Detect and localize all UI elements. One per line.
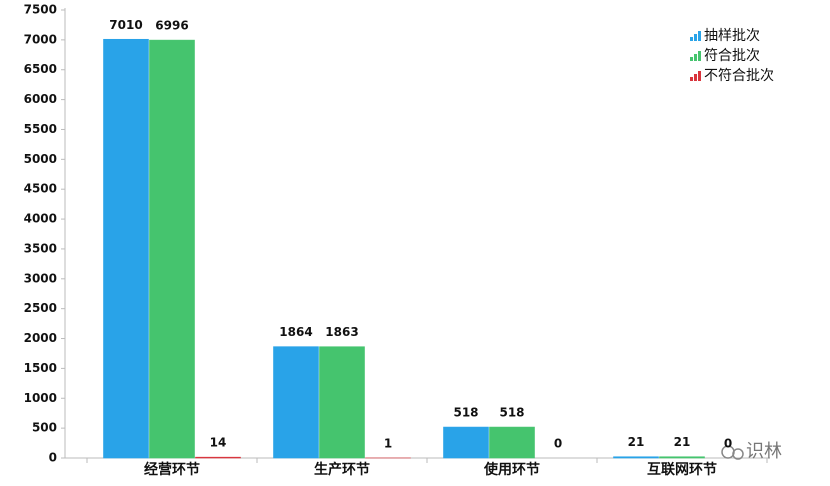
value-label: 518: [499, 406, 524, 420]
y-tick-label: 6500: [24, 62, 57, 76]
y-tick-label: 1000: [24, 391, 57, 405]
value-label: 1863: [325, 325, 358, 339]
y-tick-label: 3000: [24, 271, 57, 285]
legend-label: 抽样批次: [704, 28, 760, 44]
bar: [273, 346, 319, 459]
value-label: 0: [724, 437, 732, 451]
bar: [319, 346, 365, 459]
y-tick-label: 6000: [24, 92, 57, 106]
value-label: 0: [554, 437, 562, 451]
y-tick-label: 5500: [24, 122, 57, 136]
legend-swatch: [698, 71, 701, 81]
y-tick-label: 4000: [24, 212, 57, 226]
bar: [195, 456, 241, 459]
legend-swatch: [690, 77, 693, 81]
bar: [489, 426, 535, 459]
bar: [149, 39, 195, 459]
legend-swatch: [698, 51, 701, 61]
bar: [103, 38, 149, 459]
value-label: 7010: [109, 18, 142, 32]
legend-label: 符合批次: [704, 48, 760, 64]
value-label: 6996: [155, 19, 188, 33]
legend-swatch: [694, 74, 697, 81]
y-tick-label: 2500: [24, 301, 57, 315]
bar: [443, 426, 489, 459]
y-tick-label: 7500: [24, 3, 57, 17]
y-tick-label: 2000: [24, 331, 57, 345]
value-label: 1864: [279, 325, 312, 339]
x-tick-label: 生产环节: [314, 461, 370, 478]
legend-swatch: [690, 37, 693, 41]
watermark-icon: [732, 448, 744, 460]
legend-swatch: [694, 54, 697, 61]
x-tick-label: 使用环节: [483, 461, 540, 478]
value-label: 14: [210, 436, 227, 450]
watermark: 识林: [721, 441, 782, 462]
value-label: 21: [628, 435, 645, 449]
value-label: 1: [384, 436, 392, 450]
bar: [613, 456, 659, 459]
legend-swatch: [698, 31, 701, 41]
x-tick-label: 经营环节: [144, 461, 200, 478]
y-tick-label: 1500: [24, 361, 57, 375]
y-tick-label: 0: [49, 451, 57, 465]
watermark-text: 识林: [746, 441, 782, 462]
y-tick-label: 500: [32, 421, 57, 435]
value-label: 518: [453, 406, 478, 420]
bar: [659, 456, 705, 459]
legend-swatch: [694, 34, 697, 41]
y-tick-label: 3500: [24, 241, 57, 255]
y-tick-label: 4500: [24, 182, 57, 196]
y-tick-label: 7000: [24, 32, 57, 46]
value-label: 21: [674, 435, 691, 449]
legend-label: 不符合批次: [704, 68, 774, 84]
x-tick-label: 互联网环节: [647, 461, 717, 478]
legend-swatch: [690, 57, 693, 61]
y-tick-label: 5000: [24, 152, 57, 166]
